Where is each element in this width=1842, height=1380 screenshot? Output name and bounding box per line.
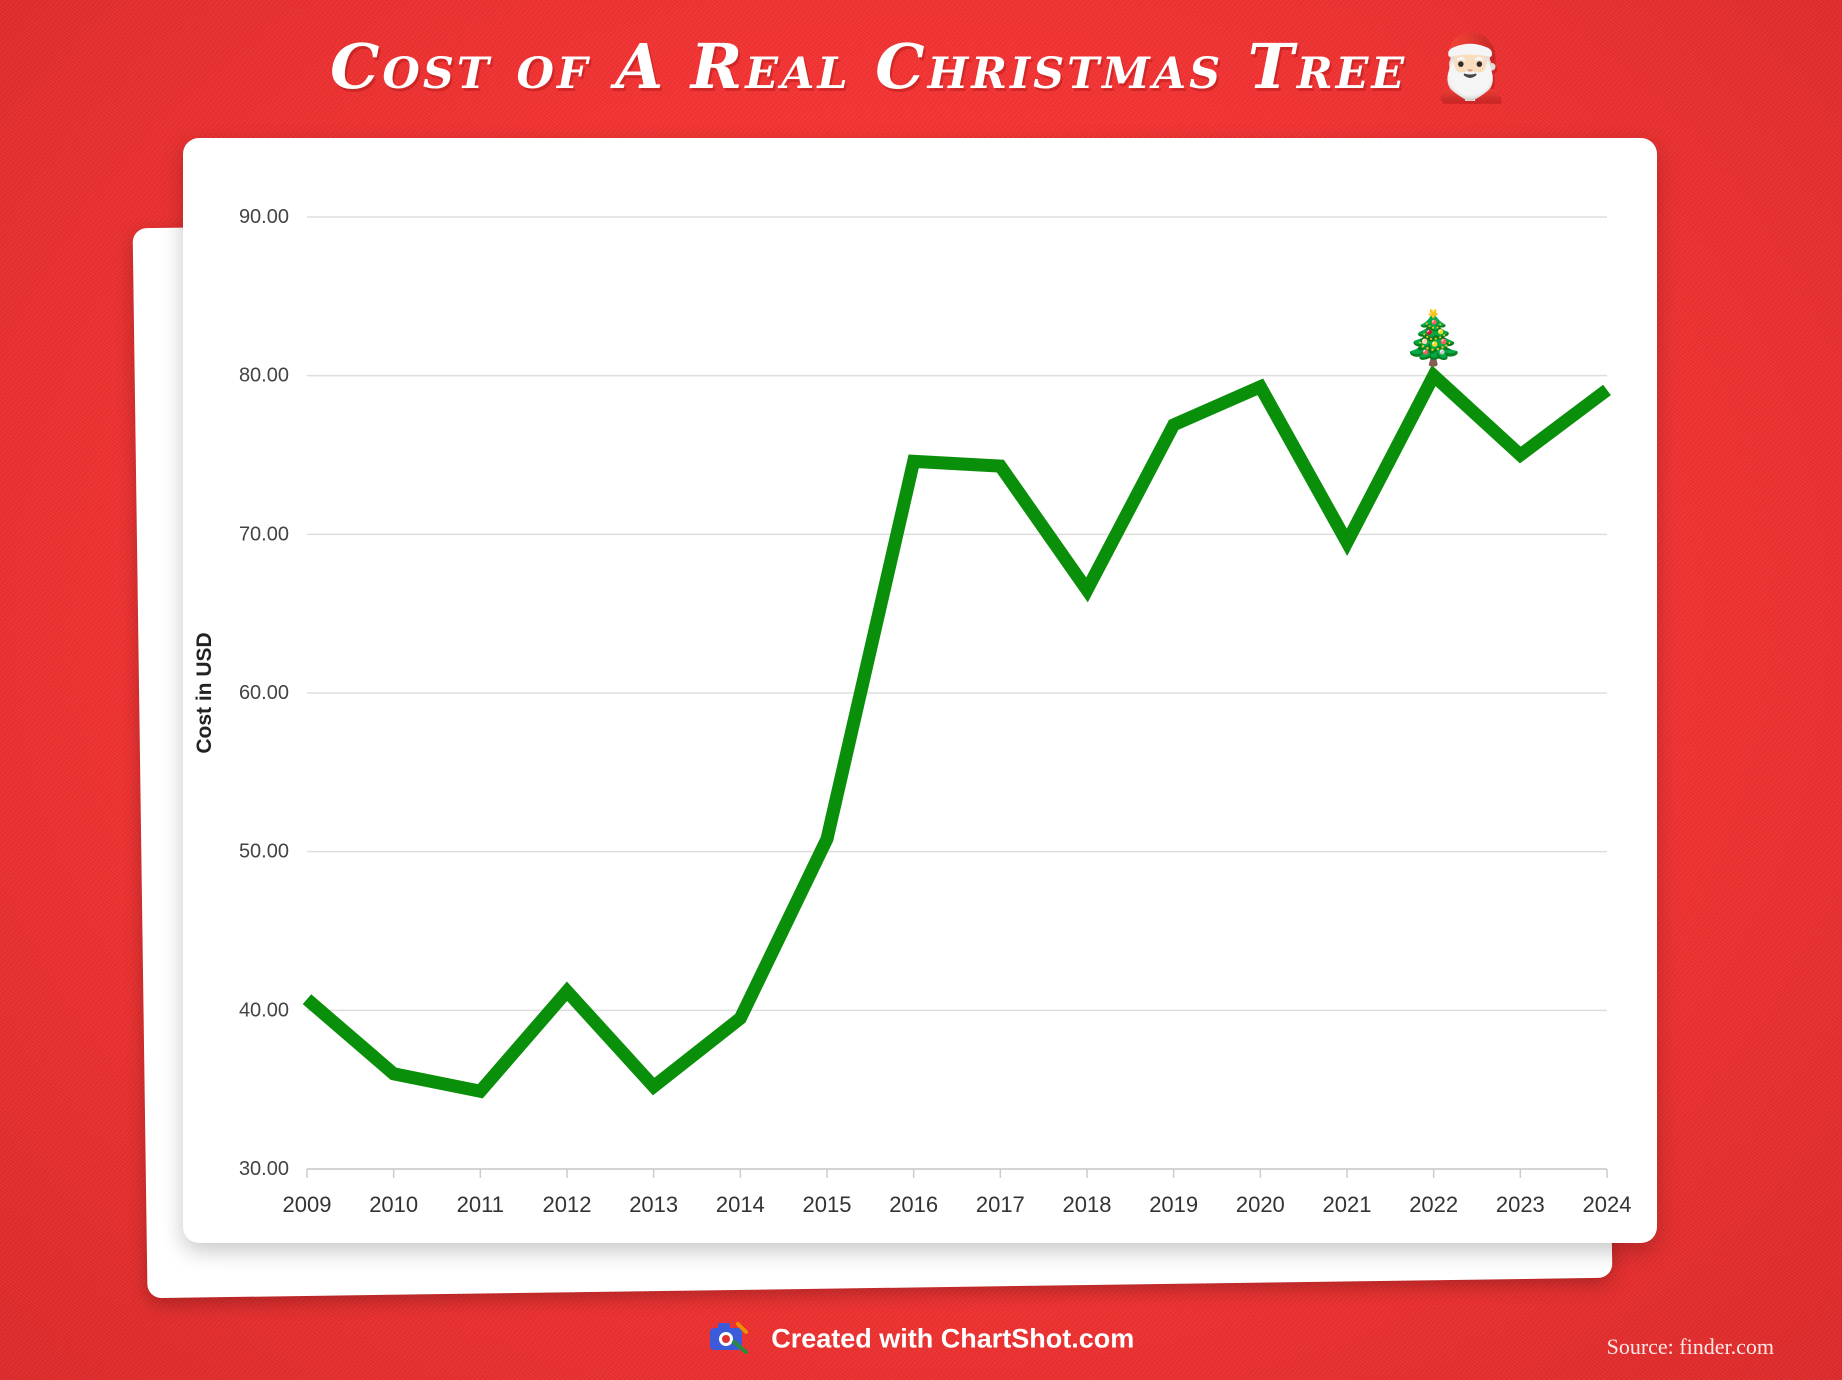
chart-title: Cost of A Real Christmas Tree 🎅🏻 xyxy=(0,30,1842,104)
x-tick-label: 2011 xyxy=(457,1192,504,1217)
x-tick-label: 2014 xyxy=(716,1192,765,1217)
y-tick-label: 70.00 xyxy=(239,523,289,545)
y-tick-label: 40.00 xyxy=(239,999,289,1021)
x-tick-label: 2015 xyxy=(803,1192,852,1217)
x-tick-label: 2009 xyxy=(283,1192,332,1217)
santa-icon: 🎅🏻 xyxy=(1431,30,1512,103)
y-tick-label: 80.00 xyxy=(239,365,289,387)
camera-icon xyxy=(708,1318,750,1363)
x-tick-label: 2017 xyxy=(976,1192,1025,1217)
x-tick-label: 2022 xyxy=(1409,1192,1458,1217)
x-tick-label: 2024 xyxy=(1583,1192,1632,1217)
y-tick-label: 30.00 xyxy=(239,1158,289,1180)
footer-credit-text: Created with ChartShot.com xyxy=(771,1323,1135,1354)
x-tick-label: 2013 xyxy=(629,1192,678,1217)
x-tick-label: 2018 xyxy=(1063,1192,1112,1217)
x-tick-label: 2010 xyxy=(369,1192,418,1217)
chart-card: 30.00 40.00 50.00 60.00 70.00 80.00 90.00 2009 2… xyxy=(183,138,1657,1243)
christmas-tree-icon: 🎄 xyxy=(1401,308,1466,368)
line-chart: 30.00 40.00 50.00 60.00 70.00 80.00 90.00 2009 2… xyxy=(193,206,1632,1217)
y-tick-label: 90.00 xyxy=(239,206,289,228)
y-axis-label: Cost in USD xyxy=(193,632,216,753)
series-line xyxy=(302,365,1611,1099)
y-tick-label: 50.00 xyxy=(239,841,289,863)
footer-credit: Created with ChartShot.com xyxy=(0,1318,1842,1363)
chart-title-text: Cost of A Real Christmas Tree xyxy=(330,30,1408,103)
x-tick-label: 2019 xyxy=(1149,1192,1198,1217)
x-tick-label: 2023 xyxy=(1496,1192,1545,1217)
source-note: Source: finder.com xyxy=(1606,1334,1774,1359)
x-tick-label: 2016 xyxy=(889,1192,938,1217)
y-tick-label: 60.00 xyxy=(239,682,289,704)
x-tick-label: 2012 xyxy=(543,1192,592,1217)
x-tick-label: 2020 xyxy=(1236,1192,1285,1217)
x-tick-label: 2021 xyxy=(1323,1192,1372,1217)
